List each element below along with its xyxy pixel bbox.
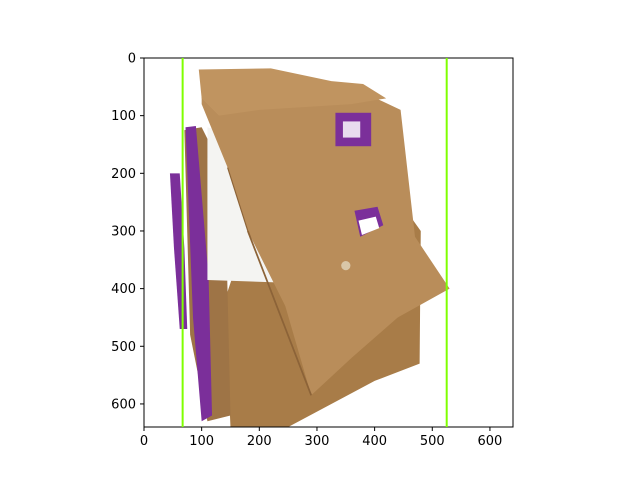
cardboard-main-flap <box>201 72 450 396</box>
y-tick-label: 400 <box>111 282 136 297</box>
window-top-inner <box>342 121 361 138</box>
crease-line-2 <box>227 167 249 232</box>
x-tick-label: 500 <box>420 434 445 449</box>
x-axis: 0 100 200 300 400 500 600 <box>140 427 502 449</box>
x-tick-label: 200 <box>247 434 272 449</box>
photo-image <box>169 68 450 427</box>
y-tick-label: 300 <box>111 224 136 239</box>
tape-spot <box>341 260 351 271</box>
axes-frame <box>143 57 514 428</box>
x-tick-label: 400 <box>362 434 387 449</box>
vertical-lines <box>181 58 448 427</box>
x-tick-label: 300 <box>305 434 330 449</box>
cardboard-top-tab <box>198 68 387 116</box>
y-tick-label: 600 <box>111 397 136 412</box>
y-tick-label: 0 <box>128 52 136 67</box>
y-tick-label: 100 <box>111 109 136 124</box>
y-axis: 0 100 200 300 400 500 600 <box>111 52 144 412</box>
purple-strip-center <box>185 126 213 422</box>
x-tick-label: 0 <box>140 434 148 449</box>
y-tick-label: 500 <box>111 340 136 355</box>
x-tick-label: 100 <box>189 434 214 449</box>
x-tick-label: 600 <box>478 434 503 449</box>
window-middle-inner <box>358 216 380 236</box>
crease-line-1 <box>246 230 313 396</box>
y-tick-label: 200 <box>111 167 136 182</box>
